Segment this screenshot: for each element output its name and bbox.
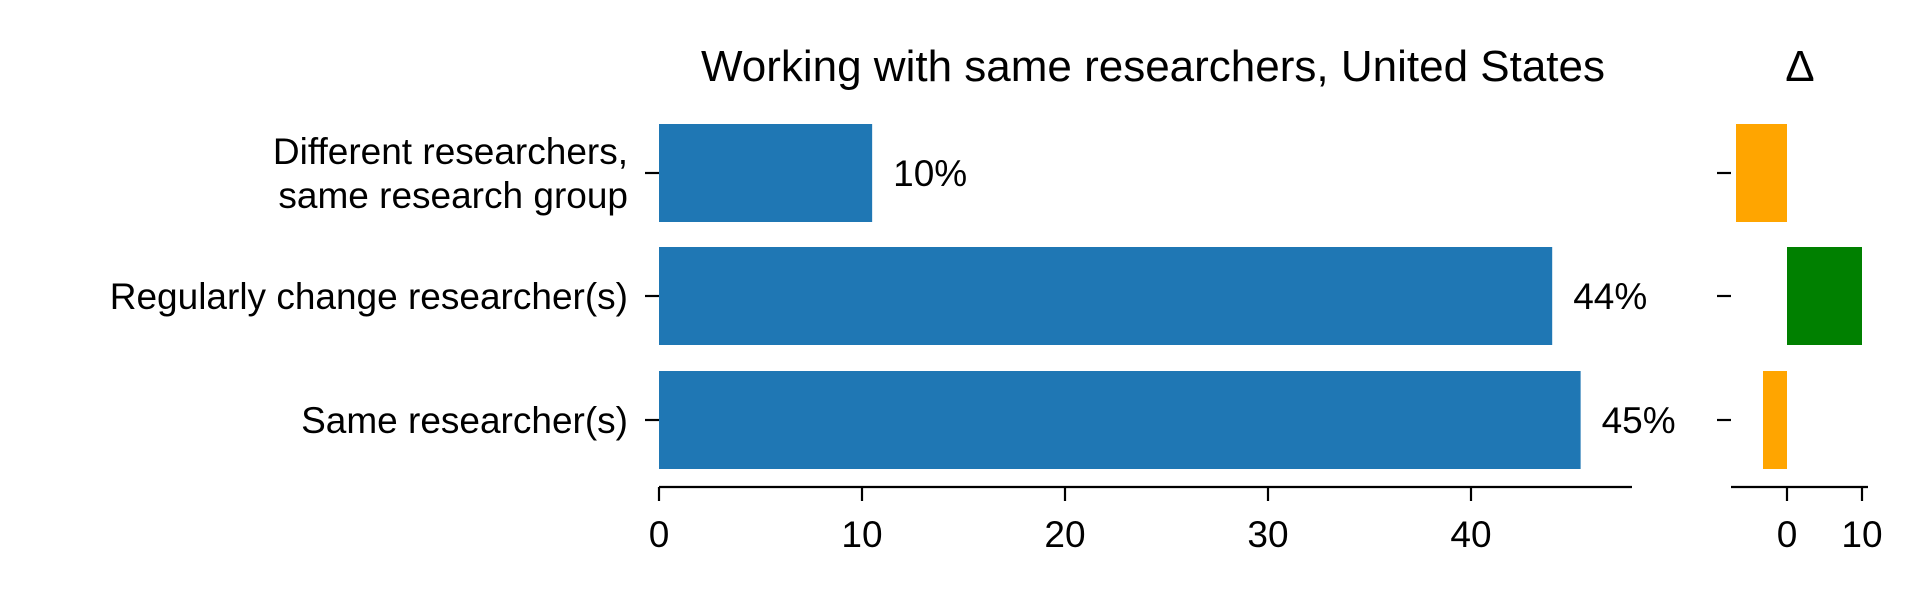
main-x-tick-label: 30: [1247, 514, 1288, 555]
main-bar: [659, 124, 873, 222]
category-label: Regularly change researcher(s): [110, 276, 628, 317]
delta-x-axis: 0 10: [1731, 485, 1883, 555]
delta-x-tick-label: 0: [1777, 514, 1798, 555]
category-label: Different researchers, same research grou…: [273, 131, 628, 216]
delta-y-ticks: [1717, 171, 1731, 422]
main-y-ticks: [645, 171, 659, 422]
main-bar: [659, 247, 1553, 345]
main-x-tick-label: 40: [1450, 514, 1491, 555]
main-x-tick-label: 10: [841, 514, 882, 555]
main-bar: [659, 371, 1581, 469]
value-label: 45%: [1602, 400, 1676, 441]
main-x-axis: 0 10 20 30 40: [649, 485, 1632, 555]
value-labels: 10% 44% 45%: [893, 153, 1676, 441]
value-label: 44%: [1573, 276, 1647, 317]
category-labels: Different researchers, same research grou…: [110, 131, 628, 441]
main-bars: [659, 124, 1581, 469]
delta-x-tick-label: 10: [1841, 514, 1882, 555]
delta-bar: [1763, 371, 1787, 469]
main-x-tick-label: 20: [1044, 514, 1085, 555]
delta-bars: [1736, 124, 1862, 469]
delta-panel-title: Δ: [1785, 42, 1814, 91]
chart-title: Working with same researchers, United St…: [701, 42, 1605, 91]
main-x-tick-label: 0: [649, 514, 670, 555]
delta-bar: [1787, 247, 1862, 345]
delta-bar: [1736, 124, 1787, 222]
category-label: Same researcher(s): [301, 400, 628, 441]
value-label: 10%: [893, 153, 967, 194]
